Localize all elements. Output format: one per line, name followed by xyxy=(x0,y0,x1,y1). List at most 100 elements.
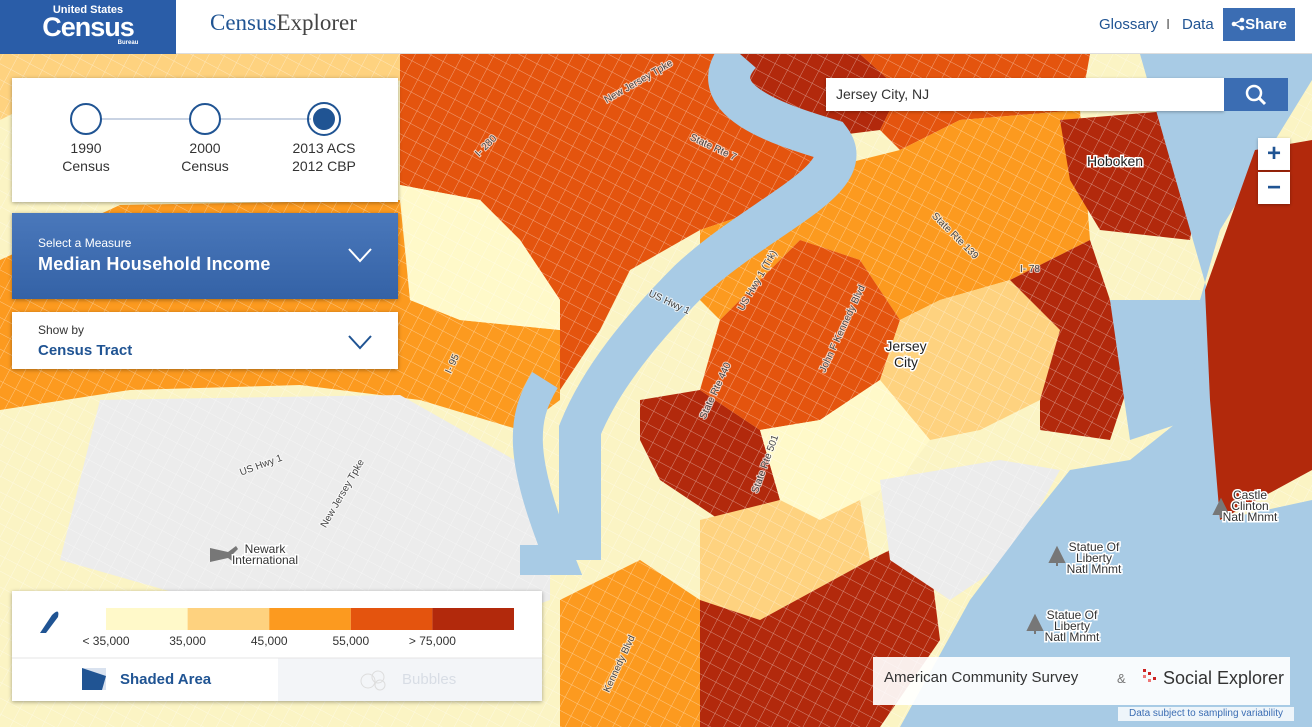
legend-tab[interactable]: Bubbles xyxy=(402,671,456,688)
legend-swatch xyxy=(187,608,270,630)
tab-background xyxy=(278,658,542,701)
logo-main: Census xyxy=(42,12,135,42)
app-title-1: Census xyxy=(210,10,277,35)
map-label-line: Statue Of xyxy=(1047,608,1098,622)
logo-top: United States xyxy=(52,4,124,16)
search-icon xyxy=(1245,84,1267,106)
sampling-note: Data subject to sampling variability xyxy=(1118,707,1294,721)
chevron xyxy=(348,248,372,263)
map-label: Newark International xyxy=(232,542,298,567)
harbor xyxy=(900,54,1312,727)
legend-label: 35,000 xyxy=(169,634,206,648)
show-by-value: Census Tract xyxy=(38,342,133,359)
map-label-line: I- 78 xyxy=(1020,264,1040,275)
timeline-panel: 1990 Census 2000 Census 2013 ACS 2012 CBP xyxy=(12,78,398,202)
legend-tab[interactable]: Shaded Area xyxy=(120,671,212,688)
map-label: Castle Clinton Natl Mnmt xyxy=(1223,488,1278,524)
step-label: 2000 xyxy=(189,140,220,156)
map-label: I- 78 xyxy=(1020,264,1040,275)
share-label: Share xyxy=(1245,16,1287,33)
park-icon xyxy=(1048,545,1066,566)
map-label: Jersey City xyxy=(885,338,926,370)
chevron xyxy=(348,335,372,350)
bubbles-icon xyxy=(360,673,376,689)
timeline-step[interactable]: 2000 Census xyxy=(181,103,229,174)
brush-icon xyxy=(40,611,59,633)
show-by-label: Show by xyxy=(38,323,85,337)
header: United States Census Bureau CensusExplor… xyxy=(0,0,1312,54)
share-button[interactable]: Share xyxy=(1223,8,1295,41)
app-title: CensusExplorer xyxy=(210,10,357,36)
map-label: Hoboken xyxy=(1087,153,1143,169)
legend-label: > 75,000 xyxy=(409,634,456,648)
map-label-line: Statue Of xyxy=(1069,540,1120,554)
map-label-line: Hoboken xyxy=(1087,153,1143,169)
legend-swatch xyxy=(269,608,351,630)
map-label: Statue Of Liberty Natl Mnmt xyxy=(1045,608,1100,644)
measure-value: Median Household Income xyxy=(38,254,271,274)
map-label-line: City xyxy=(894,354,918,370)
source-social-explorer[interactable]: Social Explorer xyxy=(1163,668,1285,688)
step-label: 1990 xyxy=(70,140,101,156)
nav-link[interactable]: Glossary xyxy=(1099,16,1159,33)
timeline-step[interactable]: 2013 ACS 2012 CBP xyxy=(292,102,356,174)
step-label: 2012 CBP xyxy=(292,158,356,174)
tract xyxy=(1205,140,1312,520)
map-label-line: International xyxy=(232,553,298,567)
map-label-line: Clinton xyxy=(1231,499,1268,513)
logo[interactable]: United States Census Bureau xyxy=(0,0,176,54)
legend-swatch xyxy=(432,608,514,630)
bubbles-icon xyxy=(371,670,385,684)
river xyxy=(512,372,583,575)
measure-selector[interactable]: Select a Measure Median Household Income xyxy=(12,213,398,299)
step-label: Census xyxy=(62,158,109,174)
legend-label: 45,000 xyxy=(251,634,288,648)
map-label-line: Liberty xyxy=(1054,619,1090,633)
map-label-line: Castle xyxy=(1233,488,1267,502)
source-acs[interactable]: American Community Survey xyxy=(884,669,1079,686)
park-icon xyxy=(1026,613,1044,634)
airport-icon xyxy=(210,546,238,564)
map-label-line: Newark xyxy=(245,542,287,556)
legend-bar: < 35,000 35,000 45,000 55,000 > 75,000 xyxy=(82,608,514,648)
nav-separator: I xyxy=(1166,16,1171,33)
source-box: American Community Survey & Social Explo… xyxy=(873,657,1290,705)
map-label-line: Natl Mnmt xyxy=(1067,562,1122,576)
show-by-selector[interactable]: Show by Census Tract xyxy=(12,312,398,369)
logo-sub: Bureau xyxy=(117,40,139,46)
legend: < 35,000 35,000 45,000 55,000 > 75,000 Shade… xyxy=(12,591,542,701)
step-circle xyxy=(70,103,102,135)
search-input[interactable]: Jersey City, NJ xyxy=(826,78,1224,111)
shaded-area-icon xyxy=(82,668,106,690)
timeline-step[interactable]: 1990 Census xyxy=(62,103,110,174)
legend-label: < 35,000 xyxy=(82,634,129,648)
map-label: Statue Of Liberty Natl Mnmt xyxy=(1067,540,1122,576)
step-ring xyxy=(307,102,341,136)
nav-link[interactable]: Data xyxy=(1182,16,1214,33)
zoom-in[interactable]: + xyxy=(1258,138,1290,170)
legend-swatch xyxy=(350,608,433,630)
bubbles-icon xyxy=(374,679,386,691)
map-label-line: Liberty xyxy=(1076,551,1112,565)
social-explorer-icon xyxy=(1143,669,1156,682)
step-circle xyxy=(311,106,337,132)
timeline: 1990 Census 2000 Census 2013 ACS 2012 CBP xyxy=(62,102,356,174)
park-icon xyxy=(1212,497,1230,518)
map-label-line: Natl Mnmt xyxy=(1223,510,1278,524)
zoom-out[interactable]: − xyxy=(1258,172,1290,204)
timeline-steps: 1990 Census 2000 Census 2013 ACS 2012 CBP xyxy=(62,102,356,174)
share-icon xyxy=(1231,17,1245,31)
source-ampersand: & xyxy=(1117,671,1126,686)
step-label: 2013 ACS xyxy=(292,140,355,156)
search-button[interactable] xyxy=(1224,78,1288,111)
legend-label: 55,000 xyxy=(332,634,369,648)
river xyxy=(559,54,857,560)
app-title-2: Explorer xyxy=(276,10,357,35)
legend-swatch xyxy=(106,608,188,630)
harbor xyxy=(1110,300,1200,440)
map-label-line: Jersey xyxy=(885,338,926,354)
legend-graphic: < 35,000 35,000 45,000 55,000 > 75,000 Shade… xyxy=(12,608,542,701)
measure-label: Select a Measure xyxy=(38,236,132,250)
